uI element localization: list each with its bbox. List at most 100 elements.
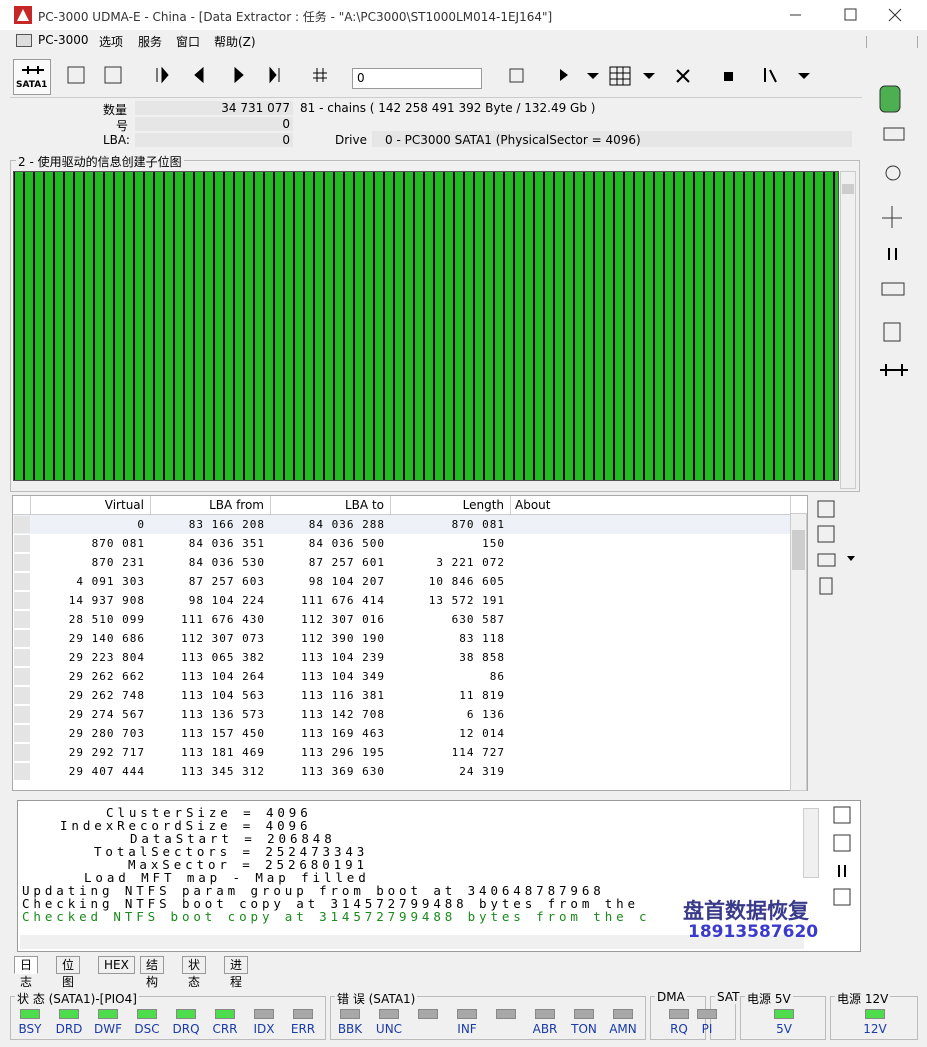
column-header[interactable]: LBA from — [151, 496, 271, 515]
map-title: 2 - 使用驱动的信息创建子位图 — [16, 153, 184, 170]
row-selector — [14, 706, 30, 723]
drive-value: 0 - PC3000 SATA1 (PhysicalSector = 4096) — [385, 133, 641, 147]
table-cell: 113 157 450 — [181, 727, 265, 740]
status-group: 电源 5V 5V — [740, 990, 826, 1040]
chains-info: 81 - chains ( 142 258 491 392 Byte / 132… — [300, 101, 596, 115]
table-cell: 29 262 662 — [68, 670, 145, 683]
indicator-label: CRR — [212, 1022, 238, 1036]
table-cell: 112 307 073 — [181, 632, 265, 645]
side-toolbar[interactable] — [872, 78, 922, 388]
indicator-label: PI — [701, 1022, 713, 1036]
table-cell: 3 221 072 — [436, 556, 505, 569]
table-cell: 112 307 016 — [301, 613, 385, 626]
table-cell: 10 846 605 — [428, 575, 505, 588]
status-group-title: 电源 5V — [745, 990, 793, 1007]
window-controls[interactable] — [790, 8, 910, 22]
lba-input[interactable]: 0 — [352, 68, 482, 89]
row-selector — [14, 744, 30, 761]
port-button[interactable]: SATA1 — [13, 59, 51, 95]
table-cell: 87 257 601 — [308, 556, 385, 569]
log-scrollbar[interactable] — [803, 808, 819, 878]
port-icon — [22, 66, 44, 74]
number-value: 0 — [282, 117, 290, 131]
log-line: Load MFT map - Map filled — [84, 870, 370, 885]
status-group: SAT PI — [697, 990, 742, 1040]
chain-table: Virtual LBA from LBA to Length About 0 83 166 … — [12, 495, 808, 791]
column-header[interactable]: Length — [391, 496, 511, 515]
log-panel: ClusterSize = 4096 IndexRecordSize = 4096… — [17, 800, 861, 952]
table-cell: 114 727 — [451, 746, 505, 759]
indicator-label: 12V — [863, 1022, 887, 1036]
toolbar: SATA1 0 — [10, 56, 862, 98]
row-selector — [14, 535, 30, 552]
indicator-led — [98, 1009, 118, 1019]
lba-label: LBA: — [103, 133, 130, 147]
number-label: 号 — [116, 119, 129, 133]
menu-item[interactable]: 服务 — [138, 35, 163, 49]
table-cell: 13 572 191 — [428, 594, 505, 607]
table-cell: 84 036 500 — [308, 537, 385, 550]
indicator-led — [254, 1009, 274, 1019]
indicator-led — [176, 1009, 196, 1019]
table-tools[interactable] — [815, 498, 860, 598]
menu-item[interactable]: 帮助(Z) — [214, 35, 256, 49]
app-icon — [14, 6, 32, 24]
table-scrollbar[interactable] — [790, 513, 807, 791]
table-cell: 112 390 190 — [301, 632, 385, 645]
table-cell: 113 116 381 — [301, 689, 385, 702]
map-scrollbar[interactable] — [840, 171, 856, 489]
indicator-label: BSY — [18, 1022, 42, 1036]
table-cell: 113 065 382 — [181, 651, 265, 664]
column-header[interactable]: LBA to — [271, 496, 391, 515]
menu-bar: PC-3000 选项 服务 窗口 帮助(Z) — [0, 30, 927, 52]
tab[interactable]: 结构 — [140, 956, 165, 989]
indicator-label: DSC — [134, 1022, 160, 1036]
column-header[interactable]: Virtual — [31, 496, 151, 515]
block-map — [13, 171, 839, 481]
indicator-led — [669, 1009, 689, 1019]
tab[interactable]: HEX — [98, 956, 135, 974]
drive-label: Drive — [335, 133, 367, 147]
indicator-led — [697, 1009, 717, 1019]
log-tools[interactable] — [828, 805, 858, 915]
count-label: 数量 — [103, 103, 128, 117]
status-group-title: 状 态 (SATA1)-[PIO4] — [15, 990, 139, 1007]
indicator-label: UNC — [375, 1022, 403, 1036]
column-header[interactable]: About — [511, 496, 791, 515]
table-cell: 98 104 207 — [308, 575, 385, 588]
log-line: MaxSector = 252680191 — [128, 857, 368, 872]
indicator-label: TON — [571, 1022, 597, 1036]
table-cell: 870 081 — [91, 537, 145, 550]
menu-item[interactable]: 窗口 — [176, 35, 201, 49]
toolbar-icons[interactable] — [65, 64, 855, 92]
table-cell: 870 231 — [91, 556, 145, 569]
status-group-title: 错 误 (SATA1) — [335, 990, 418, 1007]
row-selector — [14, 554, 30, 571]
window-title: PC-3000 UDMA-E - China - [Data Extractor… — [38, 10, 553, 24]
menu-item[interactable]: 选项 — [99, 35, 124, 49]
log-line: Checked NTFS boot copy at 314572799488 b… — [22, 909, 651, 924]
table-cell: 113 296 195 — [301, 746, 385, 759]
mdi-controls[interactable] — [866, 36, 918, 48]
indicator-label: ABR — [532, 1022, 558, 1036]
indicator-label: RQ — [670, 1022, 688, 1036]
status-group-title: SAT — [715, 990, 742, 1004]
table-cell: 29 140 686 — [68, 632, 145, 645]
table-cell: 6 136 — [466, 708, 505, 721]
indicator-led — [457, 1009, 477, 1019]
table-cell: 113 142 708 — [301, 708, 385, 721]
tab[interactable]: 日志 — [14, 956, 39, 989]
indicator-label: 5V — [776, 1022, 792, 1036]
menu-item[interactable]: PC-3000 — [38, 33, 89, 47]
indicator-led — [20, 1009, 40, 1019]
table-cell: 113 136 573 — [181, 708, 265, 721]
indicator-led — [293, 1009, 313, 1019]
indicator-led — [215, 1009, 235, 1019]
tab[interactable]: 位图 — [56, 956, 81, 989]
tab[interactable]: 进程 — [224, 956, 249, 989]
title-bar: PC-3000 UDMA-E - China - [Data Extractor… — [0, 0, 927, 30]
table-cell: 84 036 351 — [188, 537, 265, 550]
tab[interactable]: 状态 — [182, 956, 207, 989]
table-cell: 38 858 — [459, 651, 505, 664]
